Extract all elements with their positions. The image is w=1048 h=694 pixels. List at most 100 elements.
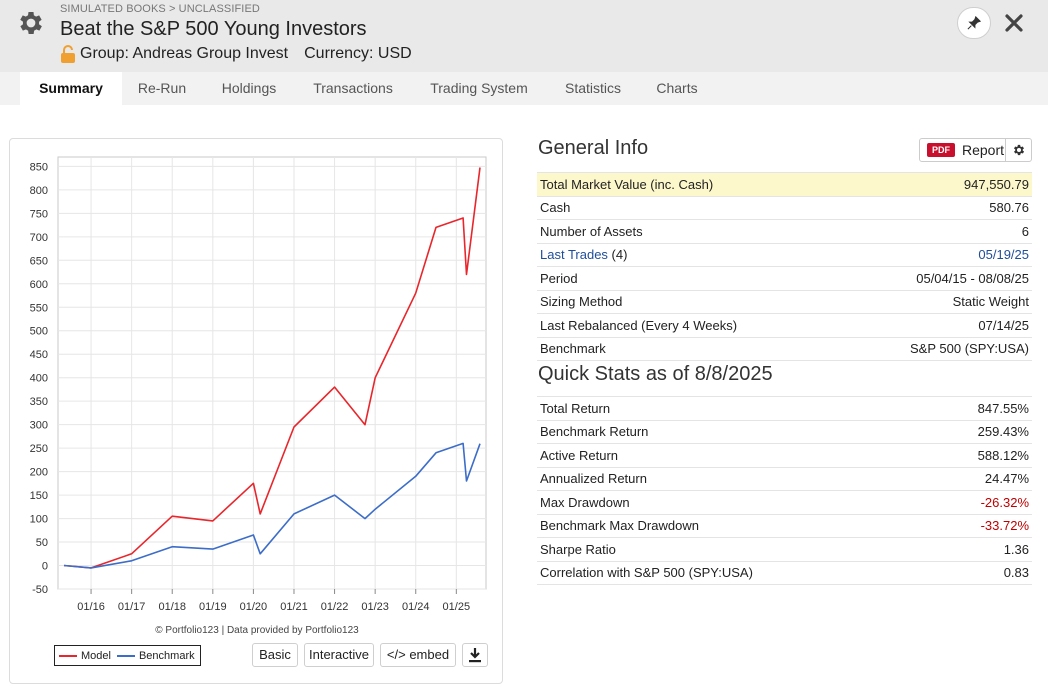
legend-label-benchmark: Benchmark (138, 649, 195, 662)
legend-label-model: Model (81, 649, 111, 662)
table-row: Total Return 847.55% (537, 396, 1032, 421)
series-line-model (63, 167, 481, 569)
report-label: Report (962, 142, 1005, 158)
y-tick-label: 200 (30, 467, 48, 479)
tab-bar: Summary Re-Run Holdings Transactions Tra… (0, 72, 1048, 105)
breadcrumb[interactable]: SIMULATED BOOKS > UNCLASSIFIED (60, 3, 260, 15)
performance-chart-panel: -50 0 50 100 150 200 250 300 350 400 450 500 550 600 6… (9, 138, 503, 684)
row-value: 0.83 (929, 561, 1032, 585)
row-label: Annualized Return (537, 467, 930, 491)
last-trades-date-cell: 05/19/25 (843, 243, 1032, 267)
row-value: -33.72% (929, 514, 1032, 538)
row-label: Benchmark Return (537, 420, 930, 444)
row-value: 6 (843, 219, 1032, 244)
row-label: Total Return (537, 396, 930, 421)
chart-credit: © Portfolio123 | Data provided by Portfo… (155, 625, 359, 636)
legend-item-benchmark[interactable]: Benchmark (116, 649, 195, 662)
row-label: Benchmark Max Drawdown (537, 514, 930, 538)
tab-statistics[interactable]: Statistics (564, 80, 621, 96)
embed-button[interactable]: </> embed (380, 643, 456, 667)
table-row: Period 05/04/15 - 08/08/25 (537, 266, 1032, 291)
x-tick-label: 01/23 (361, 601, 389, 613)
group-currency-row: Group: Andreas Group Invest Currency: US… (60, 45, 412, 63)
report-settings-button[interactable] (1005, 139, 1031, 161)
quick-stats-table: Total Return 847.55% Benchmark Return 25… (537, 396, 1032, 585)
table-row: Max Drawdown -26.32% (537, 490, 1032, 515)
settings-gear-icon[interactable] (16, 8, 46, 38)
pdf-icon: PDF (927, 143, 955, 157)
y-tick-label: 600 (30, 279, 48, 291)
last-trades-cell: Last Trades (4) (537, 243, 844, 267)
table-row: Sizing Method Static Weight (537, 290, 1032, 314)
tab-trading-system[interactable]: Trading System (430, 80, 528, 96)
basic-button[interactable]: Basic (252, 643, 298, 667)
close-icon[interactable] (1002, 11, 1026, 35)
last-trades-link[interactable]: Last Trades (540, 247, 608, 263)
x-tick-label: 01/19 (199, 601, 227, 613)
row-label: Benchmark (537, 337, 844, 361)
row-label: Correlation with S&P 500 (SPY:USA) (537, 561, 930, 585)
y-tick-label: 650 (30, 255, 48, 267)
row-label: Sizing Method (537, 290, 844, 314)
table-row: Benchmark S&P 500 (SPY:USA) (537, 337, 1032, 361)
report-button[interactable]: PDF Report (919, 138, 1032, 162)
table-row: Total Market Value (inc. Cash) 947,550.7… (537, 172, 1032, 197)
x-tick-label: 01/20 (240, 601, 268, 613)
y-tick-label: 0 (42, 561, 48, 573)
tab-charts[interactable]: Charts (656, 80, 698, 96)
page-title: Beat the S&P 500 Young Investors (60, 18, 367, 40)
gear-icon (1013, 144, 1024, 156)
table-row: Cash 580.76 (537, 196, 1032, 220)
y-tick-label: 450 (30, 349, 48, 361)
tab-summary[interactable]: Summary (20, 72, 122, 105)
download-icon (469, 648, 481, 663)
performance-chart[interactable]: -50 0 50 100 150 200 250 300 350 400 450 500 550 600 6… (10, 139, 504, 623)
table-row: Benchmark Max Drawdown -33.72% (537, 514, 1032, 538)
row-value: 259.43% (929, 420, 1032, 444)
tab-transactions[interactable]: Transactions (313, 80, 393, 96)
y-tick-label: 100 (30, 514, 48, 526)
legend-item-model[interactable]: Model (59, 650, 111, 662)
download-button[interactable] (462, 643, 488, 667)
interactive-button[interactable]: Interactive (304, 643, 374, 667)
row-value: 05/04/15 - 08/08/25 (843, 266, 1032, 291)
y-tick-label: 50 (36, 537, 48, 549)
table-row: Annualized Return 24.47% (537, 467, 1032, 491)
row-value: 07/14/25 (843, 313, 1032, 338)
table-row: Sharpe Ratio 1.36 (537, 537, 1032, 562)
legend-line-benchmark (116, 654, 135, 657)
y-tick-label: 550 (30, 302, 48, 314)
x-tick-label: 01/16 (77, 601, 105, 613)
x-tick-label: 01/22 (321, 601, 349, 613)
tab-re-run[interactable]: Re-Run (137, 80, 187, 96)
table-row: Correlation with S&P 500 (SPY:USA) 0.83 (537, 561, 1032, 585)
tab-holdings[interactable]: Holdings (221, 80, 277, 96)
row-value: 847.55% (929, 396, 1032, 421)
x-tick-label: 01/24 (402, 601, 430, 613)
row-value: Static Weight (843, 290, 1032, 314)
row-label: Total Market Value (inc. Cash) (537, 172, 844, 197)
chart-legend: Model Benchmark (54, 645, 201, 666)
y-tick-label: 300 (30, 420, 48, 432)
row-label: Sharpe Ratio (537, 537, 930, 562)
row-label: Period (537, 266, 844, 291)
row-label: Last Rebalanced (Every 4 Weeks) (537, 313, 844, 338)
row-label: Max Drawdown (537, 490, 930, 515)
y-tick-label: 800 (30, 185, 48, 197)
row-label: Cash (537, 196, 844, 220)
legend-line-model (59, 654, 77, 657)
pin-button[interactable] (957, 7, 991, 39)
y-tick-label: 350 (30, 396, 48, 408)
general-info-table: Total Market Value (inc. Cash) 947,550.7… (537, 172, 1032, 361)
table-row: Last Rebalanced (Every 4 Weeks) 07/14/25 (537, 313, 1032, 338)
header-bar: SIMULATED BOOKS > UNCLASSIFIED Beat the … (0, 0, 1048, 72)
last-trades-date-link[interactable]: 05/19/25 (978, 247, 1029, 263)
group-label: Group: Andreas Group Invest (80, 45, 289, 62)
y-tick-label: 750 (30, 208, 48, 220)
row-value: S&P 500 (SPY:USA) (843, 337, 1032, 361)
y-tick-label: 850 (30, 161, 48, 173)
row-label: Number of Assets (537, 219, 844, 244)
row-value: 947,550.79 (843, 172, 1032, 197)
row-value: 588.12% (929, 443, 1032, 468)
x-tick-label: 01/17 (118, 601, 146, 613)
